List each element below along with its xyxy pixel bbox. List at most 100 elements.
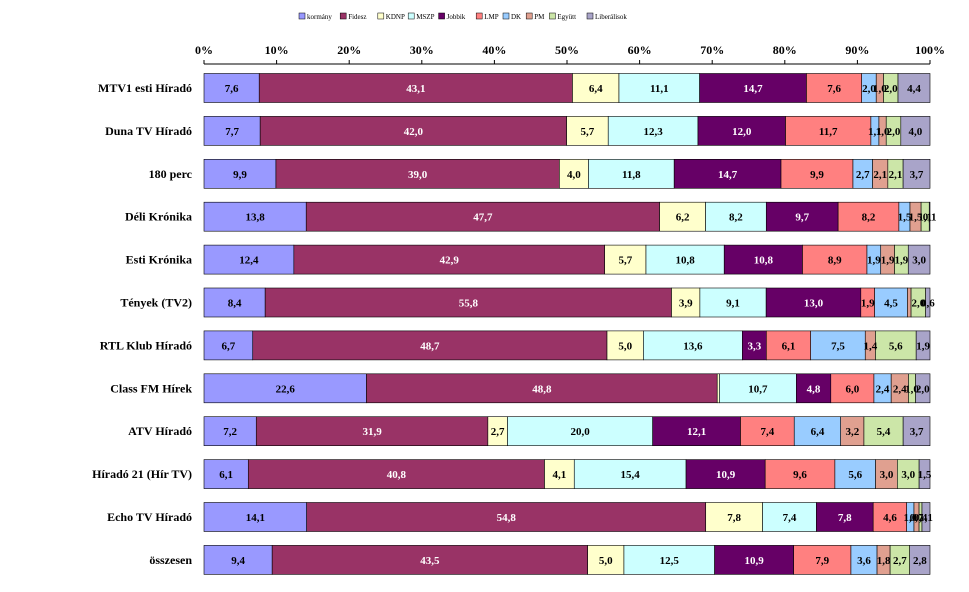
legend-label-0: kormány	[307, 13, 332, 21]
data-label: 1,0	[873, 83, 887, 95]
x-tick-label: 70%	[700, 43, 724, 57]
bar-segment	[723, 244, 803, 275]
bar-segment	[915, 373, 931, 404]
bar-segment	[785, 116, 872, 146]
bar-segment	[902, 416, 931, 447]
data-label: 55,8	[459, 298, 479, 310]
bar-segment	[850, 545, 878, 575]
data-label: 2,1	[873, 169, 887, 181]
data-label: 2,7	[491, 426, 505, 438]
data-label: 7,4	[783, 512, 797, 524]
bar-segment	[203, 459, 249, 489]
legend-swatch-3	[407, 12, 415, 20]
data-label: 5,4	[877, 426, 891, 438]
bar-segment	[872, 502, 907, 532]
legend-label-2: KDNP	[386, 13, 405, 21]
data-label: 12,4	[239, 255, 259, 267]
legend-swatch-2	[377, 12, 385, 20]
bar-segment	[830, 373, 875, 404]
bar-segment	[874, 287, 908, 318]
data-label: 2,0	[916, 383, 930, 395]
bar-segment	[566, 116, 609, 146]
data-label: 1,1	[868, 126, 882, 138]
data-label: 5,7	[581, 126, 595, 138]
data-label: 4,0	[909, 126, 923, 138]
data-label: 7,9	[815, 555, 829, 567]
bars	[203, 73, 931, 575]
data-label: 14,7	[718, 169, 738, 181]
bar-segment	[252, 330, 608, 361]
x-tick-label: 80%	[773, 43, 797, 57]
bar-segment	[705, 502, 763, 532]
legend-swatch-7	[525, 12, 533, 20]
data-label: 6,1	[782, 340, 796, 352]
bar-segment	[909, 545, 931, 575]
data-label: 5,6	[889, 340, 903, 352]
data-label: 7,6	[827, 83, 841, 95]
data-label: 3,0	[901, 469, 915, 481]
data-label: 3,6	[857, 555, 871, 567]
data-label: 1,5	[909, 212, 923, 224]
data-label: 5,6	[848, 469, 862, 481]
category-label: összesen	[149, 553, 192, 567]
x-tick-label: 100%	[915, 43, 945, 57]
data-label: 0,6	[921, 298, 935, 310]
bar-segment	[366, 373, 718, 404]
bar-segment	[673, 159, 782, 189]
legend-swatch-6	[502, 12, 510, 20]
legend-label-3: MSZP	[416, 13, 434, 21]
bar-segment	[203, 416, 257, 447]
bar-segment	[915, 330, 931, 361]
bar-segment	[606, 330, 644, 361]
legend-swatch-9	[586, 12, 594, 20]
bar-segment	[810, 330, 866, 361]
data-label: 3,2	[845, 426, 859, 438]
x-tick-label: 10%	[265, 43, 289, 57]
data-label: 10,9	[716, 469, 736, 481]
data-label: 7,4	[761, 426, 775, 438]
bar-segment	[918, 459, 931, 489]
data-label: 0,7	[910, 512, 924, 524]
data-label: 2,4	[893, 383, 907, 395]
data-label: 8,2	[862, 212, 876, 224]
data-labels: 7,6 43,1 6,4 11,1 14,7 7,6 2,01,02,0 4,47,7 42,0…	[219, 83, 936, 567]
data-label: 15,4	[621, 469, 641, 481]
legend-label-6: DK	[511, 13, 521, 21]
data-label: 6,1	[219, 469, 233, 481]
data-label: 10,8	[754, 255, 774, 267]
data-label: 9,6	[793, 469, 807, 481]
data-label: 48,8	[532, 383, 552, 395]
x-tick-label: 60%	[628, 43, 652, 57]
data-label: 4,5	[884, 298, 898, 310]
bar-segment	[863, 416, 904, 447]
bar-segment	[573, 459, 687, 489]
x-tick-label: 50%	[555, 43, 579, 57]
data-label: 1,0	[905, 383, 919, 395]
bar-segment	[671, 287, 701, 318]
data-label: 22,6	[276, 383, 296, 395]
bar-segment	[643, 330, 743, 361]
data-label: 12,5	[660, 555, 680, 567]
data-label: 1,0	[876, 126, 890, 138]
bar-segment	[264, 287, 672, 318]
data-label: 7,6	[225, 83, 239, 95]
data-label: 7,5	[831, 340, 845, 352]
bar-segment	[902, 159, 931, 189]
bar-segment	[255, 416, 489, 447]
bar-segment	[816, 502, 874, 532]
bar-segment	[697, 116, 786, 146]
bar-segment	[806, 73, 862, 103]
data-label: 6,7	[221, 340, 235, 352]
bar-segment	[716, 373, 720, 404]
data-label: 10,9	[744, 555, 764, 567]
legend-label-7: PM	[534, 13, 545, 21]
x-tick-label: 30%	[410, 43, 434, 57]
data-label: 42,9	[440, 255, 460, 267]
data-label: 12,1	[687, 426, 706, 438]
bar-segment	[897, 73, 931, 103]
bar-segment	[652, 416, 741, 447]
data-label: 48,7	[420, 340, 440, 352]
data-label: 42,0	[404, 126, 424, 138]
data-label: 1,4	[863, 340, 877, 352]
